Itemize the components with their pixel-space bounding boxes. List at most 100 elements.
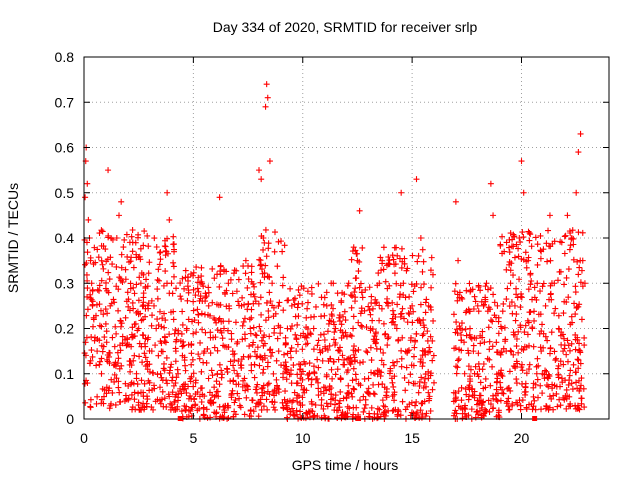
data-point (475, 350, 482, 357)
data-point (295, 286, 302, 293)
data-point (451, 410, 458, 417)
data-point (398, 264, 405, 271)
data-point (181, 285, 188, 292)
data-point (555, 371, 562, 378)
data-point (382, 278, 389, 285)
data-point (576, 340, 583, 347)
data-point (390, 311, 397, 318)
data-point (96, 287, 103, 294)
data-point (454, 330, 461, 337)
data-point (114, 360, 121, 367)
data-point (307, 330, 314, 337)
data-point (265, 245, 272, 252)
data-point (260, 366, 267, 373)
data-point (128, 362, 135, 369)
data-point (121, 397, 128, 404)
data-point (563, 299, 570, 306)
data-point (129, 227, 136, 234)
data-point (260, 334, 267, 341)
data-point (258, 385, 265, 392)
data-point (454, 297, 461, 304)
data-point (266, 289, 273, 296)
data-point (498, 367, 505, 374)
data-point (561, 345, 568, 352)
data-point (470, 342, 477, 349)
data-point (411, 344, 418, 351)
data-point (113, 263, 120, 270)
data-point (115, 384, 122, 391)
data-point (189, 356, 196, 363)
data-point (389, 407, 396, 414)
data-point (514, 401, 521, 408)
data-point (148, 348, 155, 355)
data-point (258, 311, 265, 318)
data-point (456, 289, 463, 296)
data-point (153, 244, 160, 251)
data-point (454, 357, 461, 364)
data-point (350, 385, 357, 392)
data-point (463, 332, 470, 339)
data-point (413, 330, 420, 337)
data-point (394, 252, 401, 259)
data-point (137, 245, 144, 252)
data-point (328, 391, 335, 398)
data-point (526, 309, 533, 316)
x-tick-label: 15 (404, 430, 420, 446)
data-point (248, 306, 255, 313)
data-point (455, 403, 462, 410)
data-point (94, 286, 101, 293)
data-point (210, 315, 217, 322)
data-point (192, 292, 199, 299)
data-point (546, 296, 553, 303)
data-point (340, 395, 347, 402)
data-point (126, 239, 133, 246)
data-point (534, 241, 541, 248)
data-point (580, 385, 587, 392)
data-point (328, 385, 335, 392)
data-point (300, 285, 307, 292)
data-point (350, 351, 357, 358)
data-point (299, 394, 306, 401)
data-point (264, 381, 271, 388)
data-point (494, 302, 501, 309)
data-point (515, 349, 522, 356)
data-point (564, 212, 571, 219)
data-point (327, 318, 334, 325)
data-point (142, 354, 149, 361)
data-point (269, 398, 276, 405)
data-point (390, 318, 397, 325)
data-point (85, 216, 92, 223)
data-point (350, 347, 357, 354)
data-point (551, 310, 558, 317)
data-point (514, 294, 521, 301)
data-point (461, 370, 468, 377)
data-point (553, 390, 560, 397)
data-point (132, 406, 139, 413)
y-tick-label: 0.7 (55, 94, 75, 110)
data-point (569, 319, 576, 326)
data-point (452, 198, 459, 205)
data-point (482, 408, 489, 415)
data-point (241, 411, 248, 418)
data-point (356, 359, 363, 366)
data-point (499, 233, 506, 240)
data-point (482, 375, 489, 382)
data-point (526, 361, 533, 368)
data-point (574, 334, 581, 341)
data-point (315, 364, 322, 371)
data-point (455, 388, 462, 395)
data-point (261, 352, 268, 359)
data-point (213, 378, 220, 385)
data-point (410, 353, 417, 360)
data-point (575, 271, 582, 278)
data-point (427, 267, 434, 274)
data-point (428, 370, 435, 377)
data-point (131, 352, 138, 359)
data-point (308, 398, 315, 405)
data-point (105, 269, 112, 276)
data-point (577, 130, 584, 137)
data-point (221, 325, 227, 332)
data-point (118, 264, 125, 271)
data-point (546, 350, 553, 357)
data-point (139, 303, 146, 310)
